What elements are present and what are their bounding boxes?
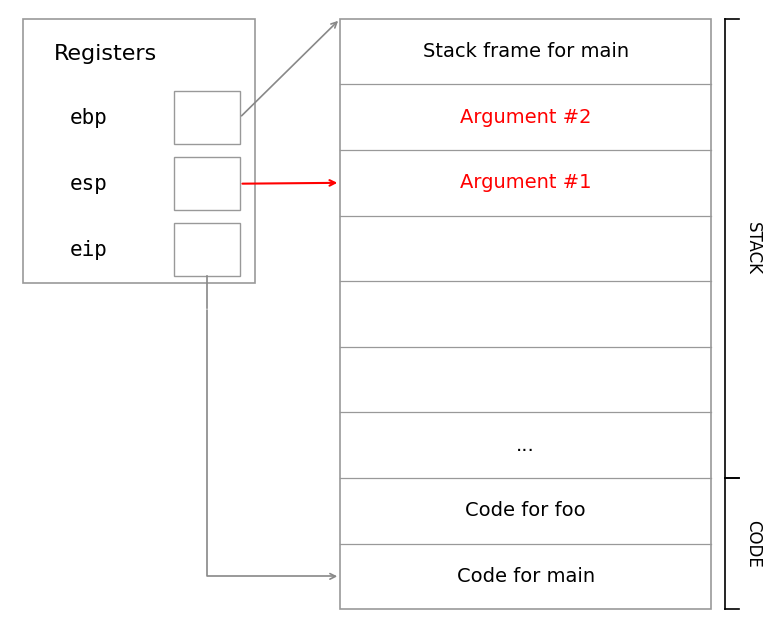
Bar [23,19,255,283]
Text: CODE: CODE [744,520,761,568]
Bar [174,223,240,276]
Text: ebp: ebp [70,108,107,127]
Bar [174,157,240,210]
Bar [340,19,711,609]
Text: Stack frame for main: Stack frame for main [423,42,628,61]
Text: Code for main: Code for main [457,567,594,586]
Text: ...: ... [516,436,535,455]
Text: Code for foo: Code for foo [465,501,586,520]
Text: Registers: Registers [54,44,158,64]
Bar [174,91,240,144]
Text: STACK: STACK [744,222,761,275]
Text: Argument #1: Argument #1 [460,173,591,192]
Text: eip: eip [70,240,107,259]
Text: Argument #2: Argument #2 [460,108,591,127]
Text: esp: esp [70,174,107,193]
